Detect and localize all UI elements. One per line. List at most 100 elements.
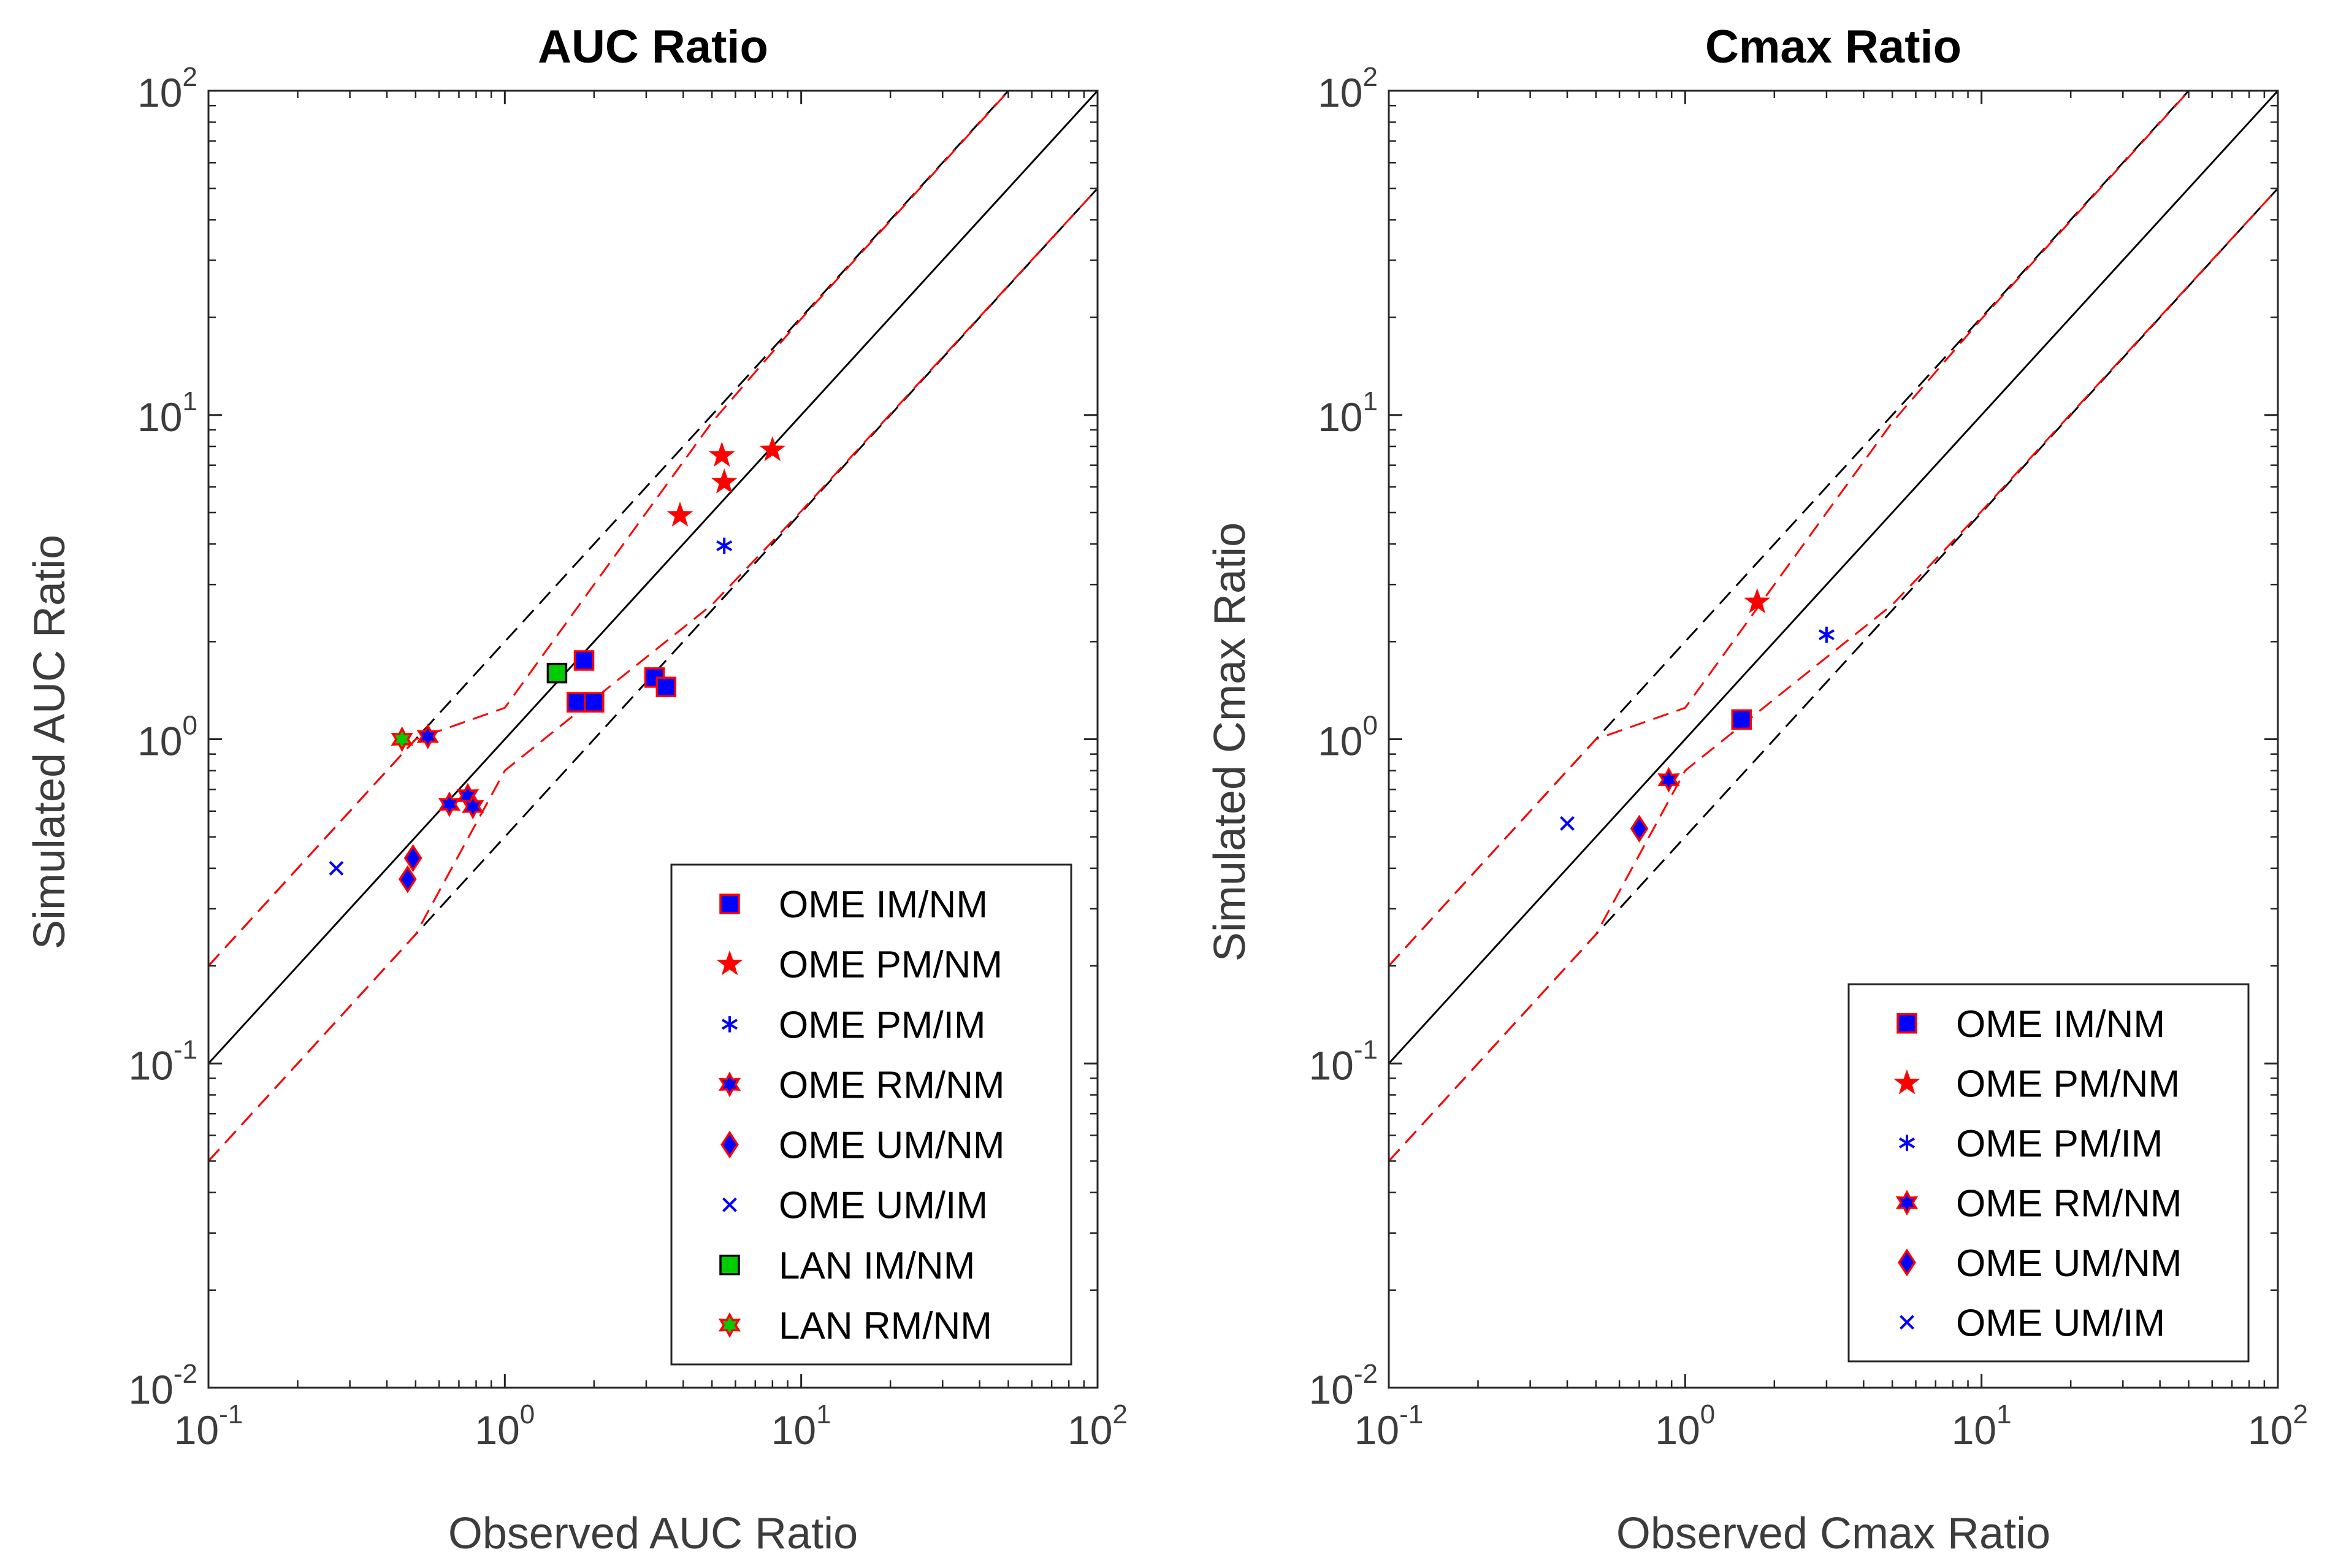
legend-marker-ome-pm-nm	[716, 950, 743, 976]
x-tick-exponent: 2	[1112, 1399, 1127, 1429]
x-tick-exponent: -1	[1399, 1399, 1423, 1429]
chart-title: Cmax Ratio	[1705, 21, 1961, 73]
data-points	[1560, 588, 1835, 843]
y-tick-exponent: -1	[174, 1034, 197, 1065]
point-ome-pm-im	[716, 537, 733, 554]
x-tick-exponent: 0	[520, 1399, 535, 1429]
y-tick-exponent: 0	[183, 711, 197, 741]
guest-lower-line	[1389, 188, 2278, 1162]
reference-lines	[208, 91, 1098, 1162]
x-tick-base: 10	[475, 1407, 519, 1453]
legend-label: OME UM/IM	[1956, 1302, 2165, 1344]
y-tick-label: 100	[1318, 711, 1378, 764]
point-ome-rm-nm	[1657, 767, 1680, 793]
y-tick-label: 100	[137, 711, 197, 764]
y-tick-exponent: 1	[183, 386, 197, 416]
y-tick-label: 10-1	[1308, 1034, 1378, 1088]
point-ome-pm-nm	[667, 502, 693, 527]
reference-lines	[1389, 91, 2278, 1162]
legend-marker-ome-um-im	[1900, 1315, 1914, 1330]
x-tick-label: 101	[771, 1399, 831, 1453]
y-tick-base: 10	[1318, 394, 1362, 440]
x-tick-label: 10-1	[174, 1399, 243, 1453]
x-tick-exponent: 1	[1996, 1399, 2011, 1429]
y-tick-base: 10	[1308, 1042, 1353, 1088]
y-tick-exponent: -2	[174, 1359, 197, 1389]
legend-marker-ome-pm-im	[1898, 1134, 1916, 1152]
point-ome-rm-nm	[416, 723, 439, 750]
point-ome-um-nm	[1630, 814, 1649, 843]
legend-marker-ome-im-nm	[719, 893, 740, 914]
y-tick-exponent: 0	[1363, 711, 1378, 741]
x-tick-label: 100	[1655, 1399, 1715, 1453]
y-tick-label: 102	[1318, 62, 1378, 115]
legend: OME IM/NM OME PM/NM OME PM/IM OME RM/NM OME …	[1847, 983, 2250, 1363]
legend-box	[1847, 983, 2250, 1363]
x-tick-label: 102	[1068, 1399, 1128, 1453]
legend-marker-ome-um-im	[722, 1197, 737, 1212]
y-tick-label: 10-2	[1308, 1359, 1378, 1412]
x-tick-exponent: 1	[816, 1399, 831, 1429]
y-tick-exponent: -1	[1354, 1034, 1378, 1065]
legend-marker-ome-im-nm	[1896, 1013, 1917, 1034]
point-lan-rm-nm	[391, 726, 413, 752]
y-tick-exponent: 2	[1363, 62, 1378, 92]
legend-marker-ome-um-nm	[720, 1130, 739, 1159]
y-tick-exponent: 2	[183, 62, 197, 92]
x-tick-base: 10	[771, 1407, 816, 1453]
y-axis-label: Simulated Cmax Ratio	[1205, 522, 1255, 962]
legend-marker-lan-im-nm	[719, 1255, 740, 1275]
point-ome-im-nm	[584, 692, 605, 713]
legend-label: LAN RM/NM	[779, 1305, 992, 1347]
legend-label: OME PM/NM	[779, 944, 1003, 986]
y-tick-label: 101	[137, 386, 197, 440]
point-ome-pm-im	[1818, 626, 1835, 643]
guest-upper-line	[1389, 91, 2191, 967]
legend-label: OME PM/IM	[1956, 1123, 2163, 1165]
auc-ratio-panel: AUC Ratio Observed AUC Ratio Simulated A…	[25, 21, 1128, 1558]
x-tick-base: 10	[174, 1407, 219, 1453]
point-lan-im-nm	[546, 662, 568, 684]
cmax-ratio-panel: Cmax Ratio Observed Cmax Ratio Simulated…	[1205, 21, 2308, 1558]
y-tick-base: 10	[137, 394, 182, 440]
y-tick-base: 10	[1308, 1367, 1353, 1412]
y-tick-label: 10-1	[128, 1034, 197, 1088]
legend: OME IM/NM OME PM/NM OME PM/IM OME RM/NM OME …	[670, 863, 1072, 1366]
y-tick-base: 10	[1318, 719, 1362, 764]
guest-upper-line	[208, 91, 1010, 967]
y-tick-label: 102	[137, 62, 197, 115]
legend-label: OME UM/NM	[1956, 1242, 2182, 1285]
y-tick-base: 10	[128, 1042, 173, 1088]
y-tick-exponent: 1	[1363, 386, 1378, 416]
x-tick-base: 10	[1354, 1407, 1399, 1453]
legend-label: OME RM/NM	[779, 1064, 1005, 1106]
legend-label: OME PM/NM	[1956, 1063, 2180, 1105]
point-ome-pm-nm	[708, 442, 735, 467]
point-ome-pm-nm	[759, 436, 786, 462]
legend-label: OME PM/IM	[779, 1004, 986, 1046]
chart-title: AUC Ratio	[538, 21, 768, 73]
y-tick-exponent: -2	[1354, 1359, 1378, 1389]
legend-label: OME UM/IM	[779, 1185, 988, 1227]
x-tick-base: 10	[1068, 1407, 1112, 1453]
unity-line	[1389, 91, 2278, 1065]
x-axis-label: Observed AUC Ratio	[448, 1509, 858, 1558]
axes-box	[207, 90, 1099, 1389]
legend-marker-ome-pm-nm	[1893, 1069, 1920, 1095]
legend-label: OME UM/NM	[779, 1125, 1005, 1167]
y-tick-base: 10	[137, 719, 182, 764]
point-ome-im-nm	[567, 692, 587, 713]
data-points	[329, 436, 786, 893]
point-ome-um-nm	[398, 865, 417, 893]
x-tick-label: 102	[2248, 1399, 2308, 1453]
legend-marker-ome-pm-im	[721, 1016, 738, 1033]
point-ome-im-nm	[655, 676, 677, 697]
x-tick-base: 10	[1952, 1407, 1996, 1453]
y-tick-base: 10	[137, 70, 182, 115]
unity-line	[208, 91, 1098, 1065]
x-tick-exponent: -1	[219, 1399, 243, 1429]
